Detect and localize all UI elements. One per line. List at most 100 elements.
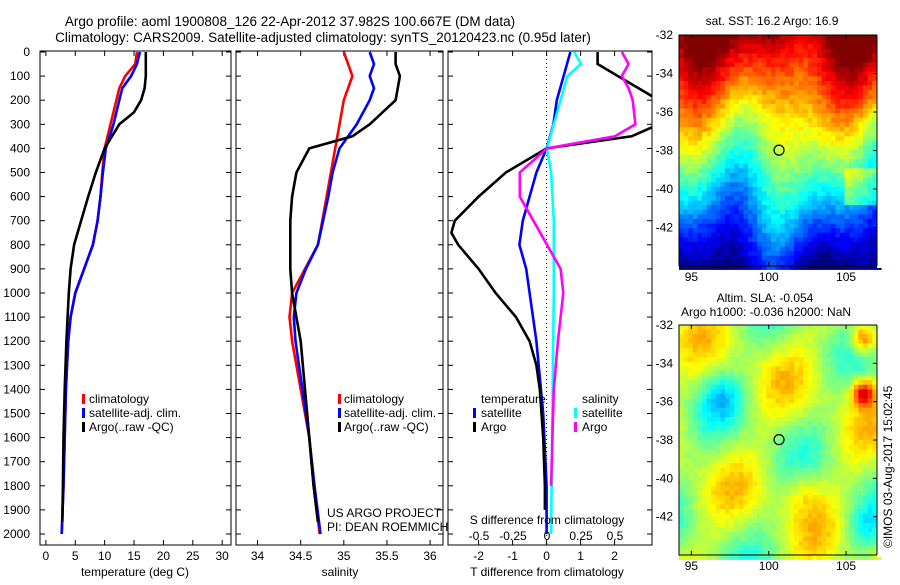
map-cell	[734, 476, 740, 482]
map-cell	[679, 453, 684, 459]
map-cell	[688, 403, 694, 409]
map-cell	[761, 154, 767, 160]
map-cell	[807, 532, 813, 537]
map-cell	[748, 200, 753, 206]
map-cell	[812, 140, 818, 146]
map-cell	[697, 499, 703, 505]
map-cell	[697, 191, 703, 197]
map-cell	[692, 117, 698, 123]
map-cell	[775, 481, 781, 487]
y-tick-label: 500	[10, 166, 30, 180]
map-cell	[863, 545, 868, 551]
map-cell	[748, 242, 753, 247]
map-cell	[867, 435, 873, 441]
map-cell	[720, 499, 726, 505]
map-cell	[757, 481, 763, 487]
map-cell	[775, 39, 781, 45]
map-cell	[771, 219, 776, 224]
map-cell	[853, 329, 859, 335]
map-cell	[766, 380, 772, 386]
map-cell	[734, 53, 740, 59]
map-cell	[702, 550, 707, 556]
map-cell	[702, 58, 707, 63]
map-cell	[711, 357, 717, 363]
map-cell	[830, 375, 836, 381]
map-cell	[711, 518, 717, 524]
map-cell	[844, 467, 850, 473]
map-cell	[679, 421, 684, 427]
map-cell	[780, 113, 786, 119]
map-cell	[780, 384, 786, 390]
map-cell	[679, 117, 684, 123]
map-cell	[752, 205, 758, 211]
map-cell	[775, 131, 781, 137]
map-cell	[775, 541, 781, 547]
map-cell	[794, 504, 799, 510]
map-cell	[697, 343, 703, 349]
map-cell	[817, 334, 822, 340]
map-cell	[803, 200, 809, 206]
map-cell	[706, 122, 712, 128]
map-cell	[711, 58, 717, 63]
map-cell	[752, 223, 758, 229]
map-cell	[789, 430, 795, 436]
map-cell	[748, 219, 753, 224]
map-cell	[830, 522, 836, 528]
map-cell	[766, 255, 772, 261]
map-cell	[853, 366, 859, 372]
map-cell	[752, 182, 758, 188]
map-cell	[858, 338, 864, 344]
map-cell	[863, 490, 868, 496]
map-cell	[738, 122, 744, 128]
map-cell	[803, 550, 809, 556]
map-cell	[757, 39, 763, 45]
map-cell	[858, 122, 864, 128]
map-cell	[729, 255, 735, 261]
map-cell	[821, 85, 827, 91]
map-cell	[725, 467, 730, 473]
map-cell	[835, 486, 841, 491]
map-cell	[738, 44, 744, 50]
map-cell	[830, 541, 836, 547]
map-cell	[715, 85, 721, 91]
map-cell	[872, 490, 878, 496]
map-cell	[683, 159, 689, 165]
map-cell	[798, 76, 804, 82]
map-cell	[794, 182, 799, 188]
map-cell	[748, 481, 753, 487]
map-cell	[853, 251, 859, 257]
map-cell	[720, 527, 726, 533]
map-cell	[798, 527, 804, 533]
map-cell	[858, 430, 864, 436]
map-cell	[688, 173, 694, 178]
map-cell	[775, 94, 781, 100]
map-cell	[794, 536, 799, 542]
map-cell	[835, 127, 841, 132]
map-cell	[830, 228, 836, 234]
sst-map-panel: 95 100 105-32-34-36-38-40-42	[656, 28, 900, 284]
map-cell	[817, 481, 822, 487]
map-cell	[738, 343, 744, 349]
map-cell	[858, 251, 864, 257]
map-cell	[784, 104, 790, 109]
map-cell	[706, 117, 712, 123]
map-cell	[757, 117, 763, 123]
map-cell	[784, 140, 790, 146]
map-cell	[835, 499, 841, 505]
map-cell	[688, 145, 694, 151]
map-cell	[798, 177, 804, 183]
map-cell	[817, 159, 822, 165]
map-cell	[867, 545, 873, 551]
map-cell	[757, 463, 763, 468]
map-cell	[775, 361, 781, 367]
map-cell	[692, 99, 698, 105]
map-cell	[872, 168, 878, 174]
map-cell	[858, 58, 864, 63]
map-cell	[715, 159, 721, 165]
map-cell	[692, 357, 698, 363]
salinity-xlabel: salinity	[322, 565, 359, 579]
map-cell	[826, 104, 832, 109]
map-cell	[679, 490, 684, 496]
map-cell	[830, 76, 836, 82]
map-cell	[761, 522, 767, 528]
